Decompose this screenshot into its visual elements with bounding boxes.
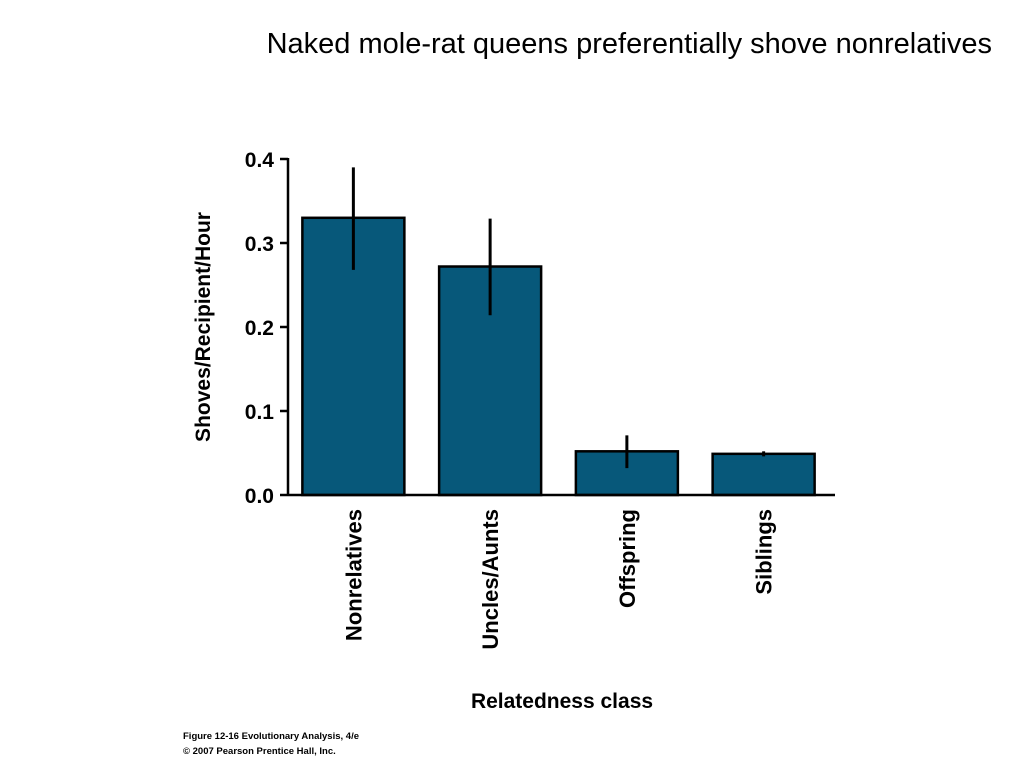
y-tick-label: 0.3 (245, 233, 274, 256)
y-axis-title: Shoves/Recipient/Hour (192, 212, 215, 442)
caption-line-1: Figure 12-16 Evolutionary Analysis, 4/e (183, 731, 359, 742)
bar-siblings (711, 452, 816, 497)
y-tick-label: 0.2 (245, 317, 274, 340)
error-bars-layer (351, 167, 766, 469)
bars-layer (301, 216, 816, 497)
y-tick-label: 0.1 (245, 401, 275, 424)
x-tick-label: Siblings (752, 509, 777, 595)
y-tick-label: 0.4 (245, 149, 275, 172)
x-tick-label: Uncles/Aunts (478, 509, 503, 650)
x-tick-label: Nonrelatives (341, 509, 366, 641)
y-tick-label: 0.0 (245, 485, 274, 508)
x-tick-labels: Nonrelatives Uncles/Aunts Offspring Sibling… (341, 509, 776, 650)
figure-caption: Figure 12-16 Evolutionary Analysis, 4/e … (183, 729, 359, 759)
caption-line-2: © 2007 Pearson Prentice Hall, Inc. (183, 746, 336, 757)
x-axis-title: Relatedness class (471, 690, 653, 713)
slide-title: Naked mole-rat queens preferentially sho… (266, 28, 992, 60)
y-ticks: 0.0 0.1 0.2 0.3 0.4 (245, 149, 288, 508)
x-tick-label: Offspring (615, 509, 640, 608)
